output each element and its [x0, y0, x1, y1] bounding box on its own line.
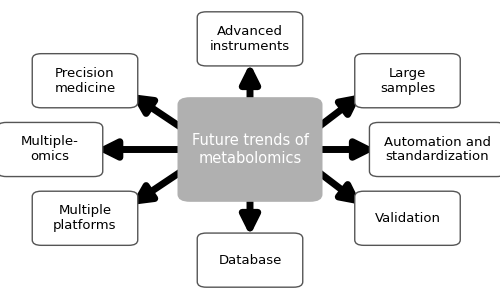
FancyBboxPatch shape: [0, 123, 103, 176]
Text: Database: Database: [218, 254, 282, 267]
FancyBboxPatch shape: [197, 12, 302, 66]
FancyBboxPatch shape: [370, 123, 500, 176]
FancyBboxPatch shape: [197, 233, 302, 287]
Text: Validation: Validation: [374, 212, 440, 225]
Text: Multiple
platforms: Multiple platforms: [53, 204, 117, 232]
FancyBboxPatch shape: [178, 97, 322, 202]
FancyBboxPatch shape: [354, 54, 460, 108]
FancyBboxPatch shape: [32, 191, 138, 245]
Text: Large
samples: Large samples: [380, 67, 435, 95]
FancyBboxPatch shape: [32, 54, 138, 108]
Text: Automation and
standardization: Automation and standardization: [384, 135, 491, 164]
Text: Multiple-
omics: Multiple- omics: [21, 135, 79, 164]
Text: Advanced
instruments: Advanced instruments: [210, 25, 290, 53]
Text: Future trends of
metabolomics: Future trends of metabolomics: [192, 133, 308, 166]
FancyBboxPatch shape: [354, 191, 460, 245]
Text: Precision
medicine: Precision medicine: [54, 67, 116, 95]
